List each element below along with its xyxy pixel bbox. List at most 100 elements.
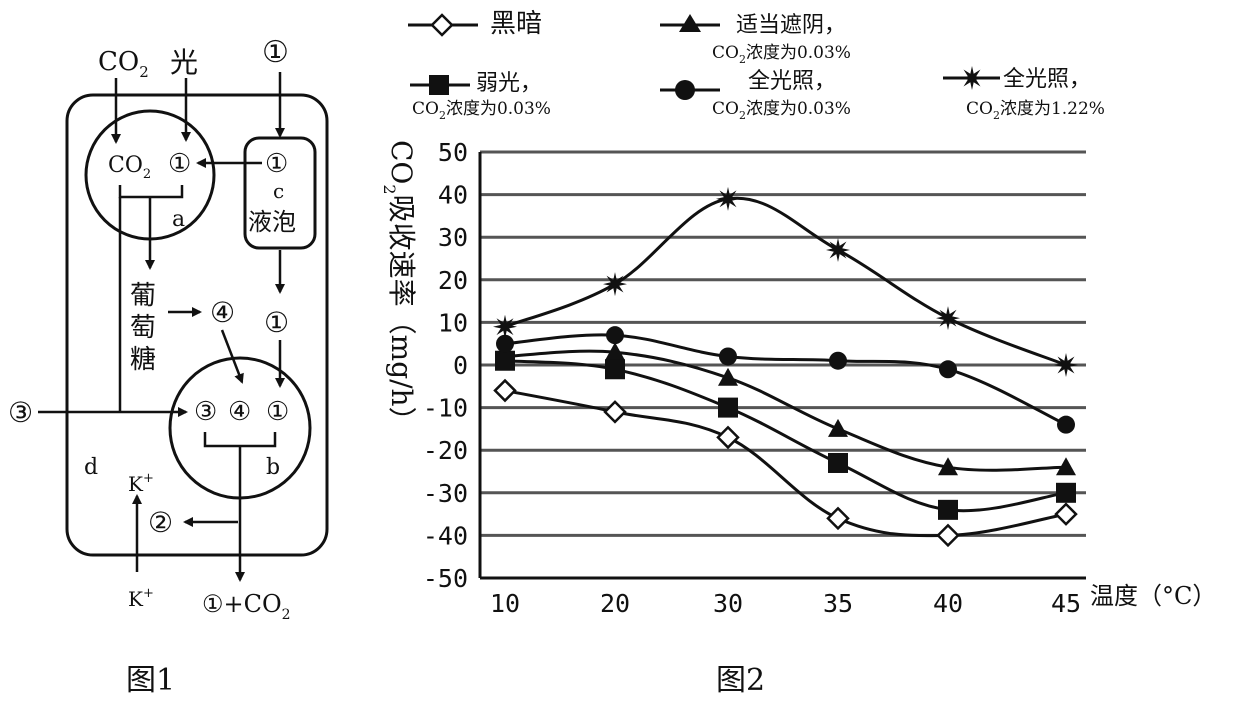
y-tick-label: 40 <box>438 181 468 210</box>
legend-square-marker <box>429 75 449 95</box>
y-tick-label: -20 <box>423 436 468 465</box>
mid-label-water: ① <box>264 306 289 339</box>
legend-full-line2: CO2浓度为0.03% <box>712 99 851 122</box>
mito-letter: b <box>266 455 280 480</box>
chloroplast-bracket <box>118 185 184 199</box>
star-point <box>936 306 960 331</box>
legend-diamond-marker <box>430 13 454 37</box>
legend-item-shade: 适当遮阴， CO2浓度为0.03% <box>660 13 851 66</box>
top-co2-label: CO2 <box>98 47 149 81</box>
figure-1-caption: 图1 <box>126 663 175 698</box>
y-tick-labels: 50 40 30 20 10 0 -10 -20 -30 -40 -50 <box>423 138 468 593</box>
diamond-point <box>1054 502 1078 526</box>
series-star <box>493 186 1078 377</box>
label-2: ② <box>148 506 173 539</box>
legend-item-weak: 弱光， CO2浓度为0.03% <box>410 71 551 122</box>
star-point <box>716 186 740 211</box>
legend-item-dark: 黑暗 <box>408 9 542 39</box>
circle-point <box>939 360 957 379</box>
legend: 黑暗 适当遮阴， CO2浓度为0.03% 弱光， CO2浓度为0.03% 全光照… <box>408 9 1105 122</box>
mito-label-water: ① <box>266 397 289 427</box>
y-tick-label: -50 <box>423 564 468 593</box>
triangle-point <box>828 418 848 437</box>
vacuole-water: ① <box>265 149 288 179</box>
glucose-char-2: 萄 <box>130 313 156 343</box>
legend-full-line1: 全光照， <box>748 69 836 94</box>
circle-point <box>1057 415 1075 434</box>
legend-triangle-marker <box>679 14 701 32</box>
svg-text:CO2吸收速率（mg/h）: CO2吸收速率（mg/h） <box>380 140 418 435</box>
y-tick-label: -30 <box>423 479 468 508</box>
square-point <box>495 350 515 371</box>
series-circle <box>496 326 1075 434</box>
mid-label-4: ④ <box>210 296 235 329</box>
legend-item-fullhigh: 全光照， CO2浓度为1.22% <box>943 66 1105 122</box>
series-line <box>504 196 1067 367</box>
figure-2-caption: 图2 <box>716 663 765 698</box>
triangle-point <box>938 457 958 476</box>
square-point <box>605 359 625 380</box>
legend-item-full: 全光照， CO2浓度为0.03% <box>660 69 851 122</box>
k-top-label: K+ <box>128 471 154 496</box>
series-layer <box>493 186 1078 548</box>
diamond-point <box>493 378 517 403</box>
y-tick-label: -40 <box>423 521 468 550</box>
legend-star-marker <box>960 66 984 90</box>
chloroplast-water: ① <box>168 149 191 179</box>
x-tick-label: 20 <box>600 589 630 618</box>
triangle-point <box>1056 457 1076 476</box>
series-diamond <box>493 378 1078 548</box>
x-tick-label: 45 <box>1051 589 1081 618</box>
figure-1-diagram: CO2 光 ① CO2 ① a ① c 液泡 葡 萄 糖 ④ ① ③ ④ ① <box>8 35 329 698</box>
circle-point <box>829 351 847 370</box>
y-tick-label: -10 <box>423 394 468 423</box>
legend-fullhigh-line1: 全光照， <box>1003 67 1091 92</box>
triangle-point <box>605 342 625 361</box>
diamond-point <box>716 425 740 450</box>
legend-weak-line1: 弱光， <box>476 71 542 96</box>
circle-point <box>719 347 737 366</box>
diamond-point <box>603 400 627 424</box>
x-tick-label: 40 <box>933 589 963 618</box>
star-point <box>603 272 627 297</box>
vacuole-c <box>243 136 317 250</box>
circle-point <box>606 326 624 345</box>
cell-letter-d: d <box>84 455 98 480</box>
legend-star-shape <box>960 66 984 90</box>
vacuole-letter: c <box>273 179 284 203</box>
y-tick-label: 10 <box>438 308 468 337</box>
left-input-3: ③ <box>8 396 33 429</box>
mito-label-4: ④ <box>228 397 251 427</box>
grid-lines <box>480 150 1086 537</box>
x-tick-label: 30 <box>713 589 743 618</box>
x-tick-label: 10 <box>490 589 520 618</box>
chloroplast-co2: CO2 <box>108 153 151 182</box>
series-line <box>504 333 1067 426</box>
x-tick-labels: 10 20 30 35 40 45 <box>490 589 1081 618</box>
circle-point <box>496 334 514 353</box>
legend-weak-line2: CO2浓度为0.03% <box>412 99 551 122</box>
series-square <box>495 350 1076 520</box>
y-tick-label: 20 <box>438 266 468 295</box>
square-point <box>718 397 738 418</box>
square-point <box>938 499 958 520</box>
star-point <box>493 314 517 339</box>
legend-dark-label: 黑暗 <box>490 9 542 39</box>
cell-outline <box>65 93 329 557</box>
chloroplast-letter: a <box>172 207 185 232</box>
x-axis-label: 温度（°C） <box>1090 582 1216 610</box>
diamond-point <box>936 523 960 548</box>
x-tick-label: 35 <box>823 589 853 618</box>
top-water-label: ① <box>262 35 289 70</box>
top-light-label: 光 <box>170 46 198 79</box>
legend-fullhigh-line2: CO2浓度为1.22% <box>966 99 1105 122</box>
square-point <box>1056 482 1076 503</box>
mito-label-3: ③ <box>194 397 217 427</box>
glucose-char-1: 葡 <box>130 281 156 311</box>
final-output: ①+CO2 <box>202 590 291 623</box>
four-to-mito-arrow <box>220 329 244 384</box>
legend-shade-line2: CO2浓度为0.03% <box>712 43 851 66</box>
diamond-point <box>826 506 850 531</box>
